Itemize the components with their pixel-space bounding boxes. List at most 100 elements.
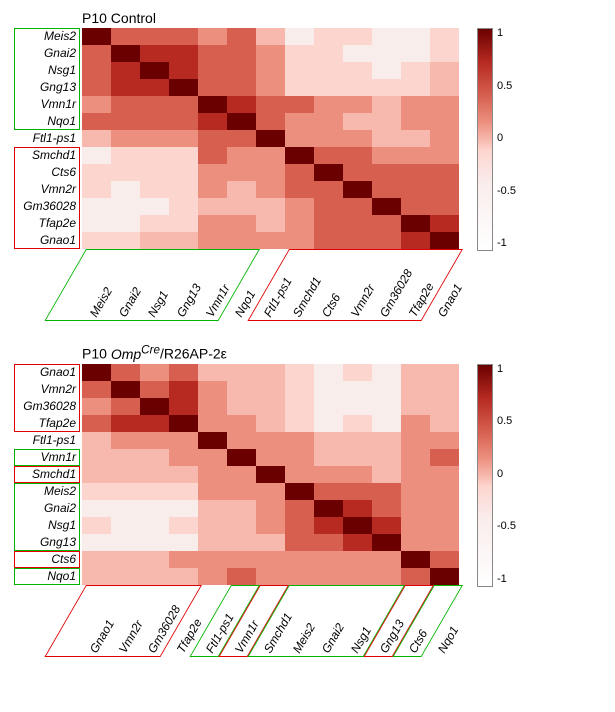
heatmap-cell — [227, 381, 256, 398]
heatmap-cell — [140, 500, 169, 517]
heatmap-cell — [227, 232, 256, 249]
heatmap-cell — [256, 398, 285, 415]
heatmap-cell — [372, 483, 401, 500]
heatmap-cell — [372, 381, 401, 398]
heatmap-cell — [198, 62, 227, 79]
colorbar-tick: -0.5 — [497, 186, 516, 197]
heatmap-cell — [169, 398, 198, 415]
heatmap-cell — [82, 483, 111, 500]
heatmap-cell — [82, 113, 111, 130]
heatmap-cell — [372, 517, 401, 534]
heatmap-cell — [111, 449, 140, 466]
heatmap-cell — [82, 181, 111, 198]
heatmap-cell — [343, 398, 372, 415]
heatmap-cell — [401, 432, 430, 449]
heatmap-cell — [198, 181, 227, 198]
heatmap-cell — [285, 215, 314, 232]
heatmap-cell — [169, 381, 198, 398]
heatmap-cell — [198, 432, 227, 449]
heatmap-wrap: Gnao1Vmn2rGm36028Tfap2eFtl1-ps1Vmn1rSmch… — [10, 364, 605, 585]
heatmap-cell — [82, 500, 111, 517]
heatmap-cell — [372, 130, 401, 147]
heatmap-cell — [401, 28, 430, 45]
heatmap-cell — [430, 432, 459, 449]
heatmap-cell — [372, 198, 401, 215]
heatmap-cell — [169, 96, 198, 113]
heatmap-cell — [372, 500, 401, 517]
heatmap-cell — [372, 551, 401, 568]
heatmap-cell — [343, 198, 372, 215]
heatmap-cell — [256, 364, 285, 381]
heatmap-cell — [430, 517, 459, 534]
heatmap-cell — [140, 381, 169, 398]
heatmap-cell — [430, 79, 459, 96]
heatmap-cell — [198, 551, 227, 568]
heatmap-cell — [314, 79, 343, 96]
y-group-box — [14, 568, 80, 585]
heatmap-cell — [140, 62, 169, 79]
heatmap-cell — [111, 517, 140, 534]
heatmap-cell — [111, 500, 140, 517]
heatmap-cell — [111, 28, 140, 45]
heatmap-cell — [343, 551, 372, 568]
heatmap-cell — [111, 164, 140, 181]
heatmap-cell — [285, 381, 314, 398]
heatmap-cell — [140, 198, 169, 215]
heatmap-cell — [140, 79, 169, 96]
heatmap-cell — [256, 534, 285, 551]
heatmap-cell — [401, 517, 430, 534]
heatmap-cell — [111, 147, 140, 164]
heatmap-cell — [140, 551, 169, 568]
heatmap-cell — [140, 147, 169, 164]
heatmap-cell — [140, 232, 169, 249]
heatmap-cell — [430, 28, 459, 45]
heatmap-cell — [198, 568, 227, 585]
colorbar-tick: 0 — [497, 469, 516, 480]
heatmap-cell — [372, 164, 401, 181]
heatmap-cell — [227, 113, 256, 130]
heatmap-cell — [285, 364, 314, 381]
heatmap-cell — [111, 113, 140, 130]
heatmap-grid — [82, 28, 459, 249]
y-label: Ftl1-ps1 — [10, 432, 82, 449]
heatmap-cell — [256, 28, 285, 45]
heatmap-cell — [430, 364, 459, 381]
heatmap-cell — [285, 79, 314, 96]
heatmap-cell — [111, 79, 140, 96]
heatmap-cell — [401, 181, 430, 198]
heatmap-cell — [401, 381, 430, 398]
heatmap-cell — [343, 364, 372, 381]
heatmap-cell — [82, 381, 111, 398]
heatmap-cell — [198, 147, 227, 164]
heatmap-cell — [256, 79, 285, 96]
heatmap-cell — [198, 517, 227, 534]
heatmap-cell — [343, 215, 372, 232]
heatmap-cell — [198, 364, 227, 381]
heatmap-cell — [256, 415, 285, 432]
heatmap-cell — [198, 398, 227, 415]
heatmap-cell — [430, 466, 459, 483]
heatmap-cell — [343, 449, 372, 466]
heatmap-cell — [430, 483, 459, 500]
heatmap-cell — [111, 568, 140, 585]
heatmap-cell — [343, 534, 372, 551]
heatmap-cell — [372, 415, 401, 432]
heatmap-cell — [285, 534, 314, 551]
heatmap-cell — [430, 147, 459, 164]
heatmap-cell — [285, 232, 314, 249]
heatmap-cell — [140, 215, 169, 232]
heatmap-cell — [256, 432, 285, 449]
heatmap-cell — [314, 28, 343, 45]
heatmap-cell — [285, 398, 314, 415]
heatmap-cell — [372, 79, 401, 96]
heatmap-cell — [227, 568, 256, 585]
heatmap-panel: P10 ControlMeis2Gnai2Nsg1Gng13Vmn1rNqo1F… — [10, 10, 605, 323]
heatmap-cell — [343, 79, 372, 96]
heatmap-cell — [140, 432, 169, 449]
heatmap-cell — [227, 398, 256, 415]
heatmap-cell — [401, 113, 430, 130]
heatmap-cell — [169, 28, 198, 45]
heatmap-cell — [140, 96, 169, 113]
heatmap-cell — [256, 181, 285, 198]
heatmap-cell — [82, 130, 111, 147]
